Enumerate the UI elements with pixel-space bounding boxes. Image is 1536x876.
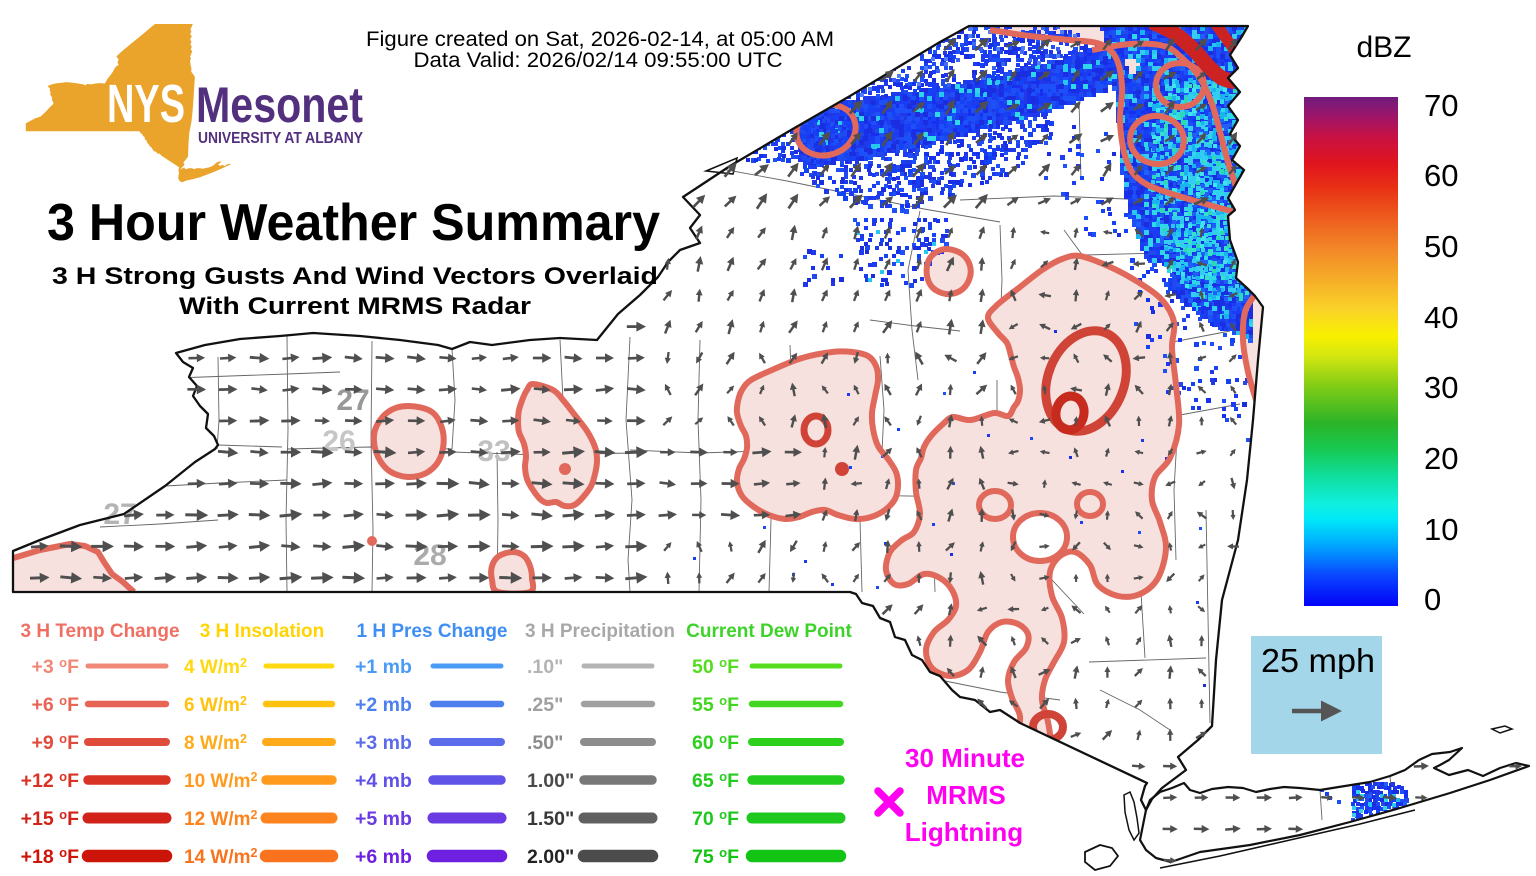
- svg-text:+12 oF: +12 oF: [21, 769, 79, 792]
- svg-text:+4 mb: +4 mb: [355, 770, 412, 792]
- svg-text:Lightning: Lightning: [905, 817, 1023, 847]
- svg-text:8 W/m2: 8 W/m2: [184, 732, 247, 754]
- svg-text:6 W/m2: 6 W/m2: [184, 694, 247, 716]
- svg-text:3 H Precipitation: 3 H Precipitation: [525, 621, 675, 642]
- svg-text:+2 mb: +2 mb: [355, 694, 412, 716]
- svg-text:2.00": 2.00": [527, 846, 574, 868]
- svg-text:20: 20: [1424, 441, 1458, 476]
- svg-text:+18 oF: +18 oF: [21, 845, 79, 868]
- svg-text:+9 oF: +9 oF: [31, 731, 79, 754]
- svg-text:65 oF: 65 oF: [692, 769, 739, 792]
- svg-text:.25": .25": [527, 694, 563, 716]
- svg-text:10 W/m2: 10 W/m2: [184, 770, 258, 792]
- svg-text:55 oF: 55 oF: [692, 693, 739, 716]
- svg-text:+6 oF: +6 oF: [31, 693, 79, 716]
- svg-text:Mesonet: Mesonet: [196, 77, 363, 133]
- svg-text:Current Dew Point: Current Dew Point: [686, 621, 852, 642]
- svg-text:70 oF: 70 oF: [692, 807, 739, 830]
- svg-text:14 W/m2: 14 W/m2: [184, 846, 258, 868]
- svg-text:NYS: NYS: [107, 74, 185, 134]
- svg-text:+3 mb: +3 mb: [355, 732, 412, 754]
- svg-text:3 H Strong Gusts And Wind Vect: 3 H Strong Gusts And Wind Vectors Overla…: [52, 263, 658, 290]
- svg-text:1 H Pres Change: 1 H Pres Change: [357, 621, 508, 642]
- svg-text:Figure created on Sat, 2026-02: Figure created on Sat, 2026-02-14, at 05…: [366, 27, 834, 51]
- svg-text:3 Hour Weather Summary: 3 Hour Weather Summary: [47, 194, 660, 252]
- svg-text:.10": .10": [527, 656, 563, 678]
- svg-text:50 oF: 50 oF: [692, 655, 739, 678]
- svg-text:70: 70: [1424, 88, 1458, 123]
- svg-text:4 W/m2: 4 W/m2: [184, 656, 247, 678]
- svg-text:+6 mb: +6 mb: [355, 846, 412, 868]
- svg-text:50: 50: [1424, 229, 1458, 264]
- svg-text:MRMS: MRMS: [926, 780, 1005, 810]
- svg-text:75 oF: 75 oF: [692, 845, 739, 868]
- svg-text:+15 oF: +15 oF: [21, 807, 79, 830]
- svg-text:+5 mb: +5 mb: [355, 808, 412, 830]
- svg-text:40: 40: [1424, 300, 1458, 335]
- svg-text:0: 0: [1424, 582, 1441, 617]
- svg-text:10: 10: [1424, 512, 1458, 547]
- svg-text:30 Minute: 30 Minute: [905, 743, 1025, 773]
- svg-text:60 oF: 60 oF: [692, 731, 739, 754]
- svg-text:3 H Insolation: 3 H Insolation: [200, 621, 325, 642]
- svg-text:30: 30: [1424, 370, 1458, 405]
- svg-text:Data Valid: 2026/02/14 09:55:0: Data Valid: 2026/02/14 09:55:00 UTC: [414, 48, 783, 72]
- svg-text:+1 mb: +1 mb: [355, 656, 412, 678]
- svg-text:3 H Temp Change: 3 H Temp Change: [20, 621, 179, 642]
- svg-text:12 W/m2: 12 W/m2: [184, 808, 258, 830]
- svg-text:UNIVERSITY AT ALBANY: UNIVERSITY AT ALBANY: [198, 130, 364, 147]
- svg-text:+3 oF: +3 oF: [31, 655, 79, 678]
- svg-text:60: 60: [1424, 158, 1458, 193]
- svg-text:1.50": 1.50": [527, 808, 574, 830]
- svg-text:25 mph: 25 mph: [1261, 642, 1375, 679]
- svg-text:dBZ: dBZ: [1356, 31, 1411, 64]
- svg-text:.50": .50": [527, 732, 563, 754]
- svg-text:With Current MRMS Radar: With Current MRMS Radar: [179, 293, 532, 320]
- svg-text:1.00": 1.00": [527, 770, 574, 792]
